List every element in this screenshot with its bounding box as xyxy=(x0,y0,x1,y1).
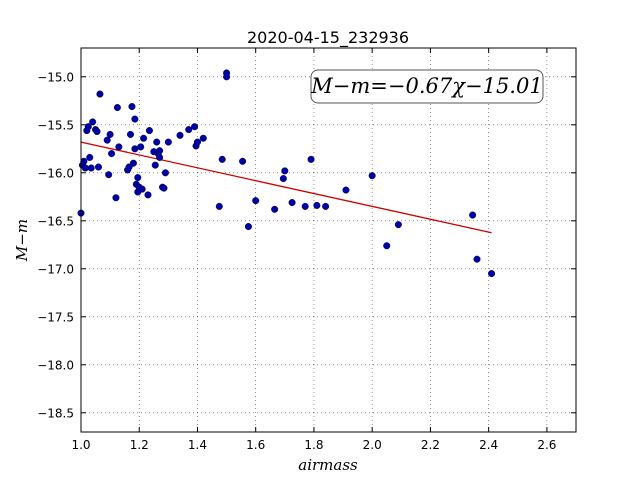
x-tick-label: 2.2 xyxy=(421,438,440,452)
data-point xyxy=(105,171,113,179)
x-tick-label: 1.8 xyxy=(304,438,323,452)
data-point xyxy=(244,223,252,231)
data-point xyxy=(223,73,231,81)
chart-title: 2020-04-15_232936 xyxy=(247,28,409,48)
data-point xyxy=(488,270,496,278)
data-point xyxy=(113,104,121,112)
data-point xyxy=(80,157,88,165)
data-point xyxy=(288,199,296,207)
data-point xyxy=(134,174,142,182)
data-point xyxy=(394,221,402,229)
data-point xyxy=(140,134,148,142)
data-point xyxy=(185,126,193,134)
grid xyxy=(80,48,576,432)
points-layer xyxy=(77,69,496,278)
x-tick-labels: 1.0 1.2 1.4 1.6 1.8 2.0 2.2 2.4 2.6 xyxy=(71,438,556,452)
y-tick-label: −17.0 xyxy=(37,262,74,276)
fit-annotation: M−m=−0.67χ−15.01 xyxy=(310,69,544,104)
data-point xyxy=(322,202,330,210)
data-point xyxy=(84,123,92,131)
data-point xyxy=(87,164,95,172)
data-point xyxy=(156,147,164,155)
data-point xyxy=(86,153,94,161)
plot-frame xyxy=(80,47,577,433)
x-tick-label: 1.4 xyxy=(188,438,207,452)
data-point xyxy=(93,128,101,136)
data-point xyxy=(252,197,260,205)
data-point xyxy=(131,145,139,153)
data-point xyxy=(281,167,289,175)
data-point xyxy=(153,138,161,146)
x-axis-label: airmass xyxy=(298,456,358,474)
data-point xyxy=(383,242,391,250)
data-point xyxy=(473,255,481,263)
data-point xyxy=(239,157,247,165)
data-point xyxy=(89,118,97,126)
data-point xyxy=(160,184,168,192)
data-point xyxy=(106,130,114,138)
data-point xyxy=(342,186,350,194)
x-tick-label: 1.2 xyxy=(130,438,149,452)
data-point xyxy=(271,205,279,213)
data-point xyxy=(138,185,146,193)
y-tick-label: −17.5 xyxy=(37,310,74,324)
data-point xyxy=(137,143,145,151)
data-point xyxy=(112,194,120,202)
data-point xyxy=(145,127,153,135)
data-point xyxy=(193,138,201,146)
y-tick-label: −18.0 xyxy=(37,358,74,372)
data-point xyxy=(129,159,137,167)
x-tick-label: 1.6 xyxy=(246,438,265,452)
data-point xyxy=(368,172,376,180)
data-point xyxy=(176,131,184,139)
data-point xyxy=(164,138,172,146)
y-axis-label: M−m xyxy=(13,219,31,262)
y-tick-label: −16.5 xyxy=(37,214,74,228)
data-point xyxy=(215,202,223,210)
y-tick-label: −18.5 xyxy=(37,406,74,420)
x-tick-label: 1.0 xyxy=(71,438,90,452)
data-point xyxy=(161,169,169,177)
fit-line xyxy=(80,141,492,234)
data-point xyxy=(103,136,111,144)
data-point xyxy=(96,90,104,98)
ticks xyxy=(80,48,576,432)
data-point xyxy=(115,143,123,151)
x-tick-label: 2.4 xyxy=(479,438,498,452)
data-point xyxy=(199,134,207,142)
y-tick-labels: −15.0 −15.5 −16.0 −16.5 −17.0 −17.5 −18.0 −18.5 xyxy=(37,70,74,420)
data-point xyxy=(94,163,102,171)
data-point xyxy=(144,191,152,199)
x-tick-label: 2.6 xyxy=(537,438,556,452)
data-point xyxy=(307,155,315,163)
y-tick-label: −15.0 xyxy=(37,70,74,84)
x-tick-label: 2.0 xyxy=(363,438,382,452)
y-tick-label: −16.0 xyxy=(37,166,74,180)
fit-layer xyxy=(80,141,492,234)
data-point xyxy=(301,202,309,210)
data-point xyxy=(81,164,89,172)
data-point xyxy=(126,130,134,138)
data-point xyxy=(128,103,136,111)
data-point xyxy=(279,175,287,183)
data-point xyxy=(151,161,159,169)
data-point xyxy=(469,211,477,219)
data-point xyxy=(313,201,321,209)
data-point xyxy=(108,150,116,158)
data-point xyxy=(218,155,226,163)
fit-equation: M−m=−0.67χ−15.01 xyxy=(310,74,542,98)
data-point xyxy=(191,123,199,131)
data-point xyxy=(131,115,139,123)
y-tick-label: −15.5 xyxy=(37,118,74,132)
data-point xyxy=(156,153,164,161)
annotation-box xyxy=(310,69,544,104)
